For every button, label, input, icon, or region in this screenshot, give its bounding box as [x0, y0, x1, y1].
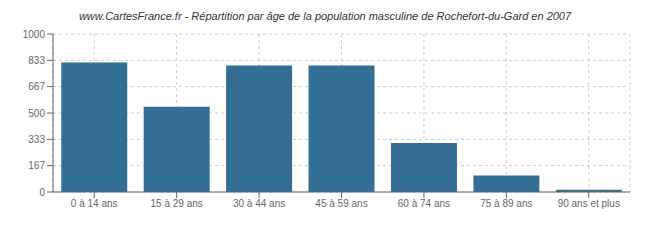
- svg-text:15 à 29 ans: 15 à 29 ans: [151, 198, 203, 209]
- svg-text:167: 167: [28, 160, 45, 171]
- svg-text:1000: 1000: [23, 29, 46, 40]
- svg-text:90 ans et plus: 90 ans et plus: [558, 198, 620, 209]
- svg-text:333: 333: [28, 134, 45, 145]
- html-text:www.CartesFrance.fr - Répartit: www.CartesFrance.fr - Répartition par âg…: [78, 10, 572, 22]
- svg-text:30 à 44 ans: 30 à 44 ans: [233, 198, 285, 209]
- svg-text:75 à 89 ans: 75 à 89 ans: [480, 198, 532, 209]
- svg-text:500: 500: [28, 108, 45, 119]
- svg-text:833: 833: [28, 55, 45, 66]
- svg-text:45 à 59 ans: 45 à 59 ans: [315, 198, 367, 209]
- svg-text:60 à 74 ans: 60 à 74 ans: [398, 198, 450, 209]
- svg-text:0 à 14 ans: 0 à 14 ans: [71, 198, 118, 209]
- svg-text:0: 0: [39, 187, 45, 198]
- svg-text:667: 667: [28, 81, 45, 92]
